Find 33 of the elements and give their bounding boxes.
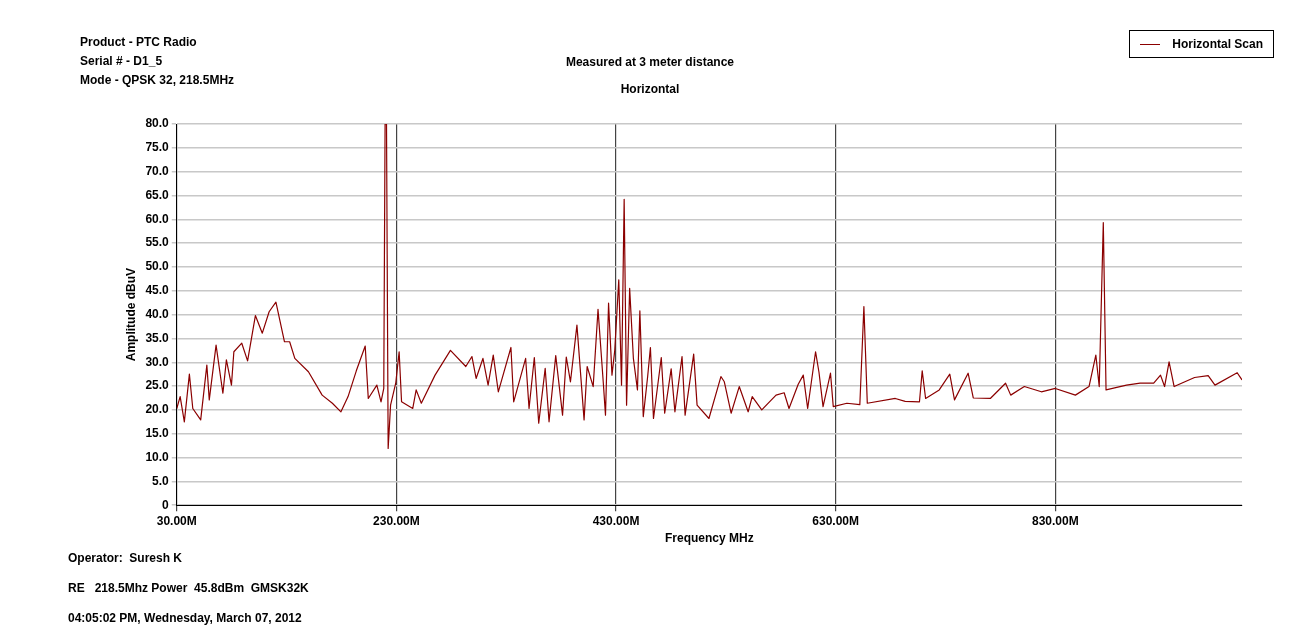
y-tick-label: 45.0 [145,283,170,298]
y-axis-title: Amplitude dBuV [123,267,138,362]
chart-subtitle: Horizontal [620,82,680,96]
y-tick-label: 60.0 [145,211,170,226]
y-tick-label: 15.0 [145,426,170,441]
y-tick-label: 35.0 [145,330,170,345]
y-tick-label: 10.0 [145,449,170,464]
x-tick-label: 230.00M [373,513,420,528]
text: 04:05:02 PM, Wednesday, March 07, 2012 [68,610,303,627]
legend-label: Horizontal Scan [1172,37,1263,51]
y-tick-label: 55.0 [145,235,170,250]
text: Serial # - D1_5 [80,53,164,70]
text: Mode - QPSK 32, 218.5MHz [80,72,235,89]
y-tick-label: 80.0 [145,116,170,131]
text: RE 218.5Mhz Power 45.8dBm GMSK32K [68,580,309,597]
y-tick-label: 65.0 [145,187,170,202]
y-tick-label: 0 [162,497,170,512]
text: Operator: Suresh K [68,550,184,567]
x-tick-label: 30.00M [156,513,197,528]
text: Product - PTC Radio [80,34,198,51]
y-tick-label: 40.0 [145,306,170,321]
x-axis-title: Frequency MHz [665,531,754,546]
chart-title: Measured at 3 meter distance [565,55,735,69]
x-tick-label: 830.00M [1031,513,1079,528]
y-tick-label: 20.0 [145,402,170,417]
y-tick-label: 5.0 [152,473,170,488]
y-tick-label: 75.0 [145,140,170,155]
y-tick-label: 50.0 [145,259,170,274]
y-tick-label: 30.0 [145,354,170,369]
y-tick-label: 25.0 [145,378,170,393]
x-tick-label: 630.00M [812,513,860,528]
y-tick-label: 70.0 [145,163,170,178]
x-tick-label: 430.00M [592,513,640,528]
